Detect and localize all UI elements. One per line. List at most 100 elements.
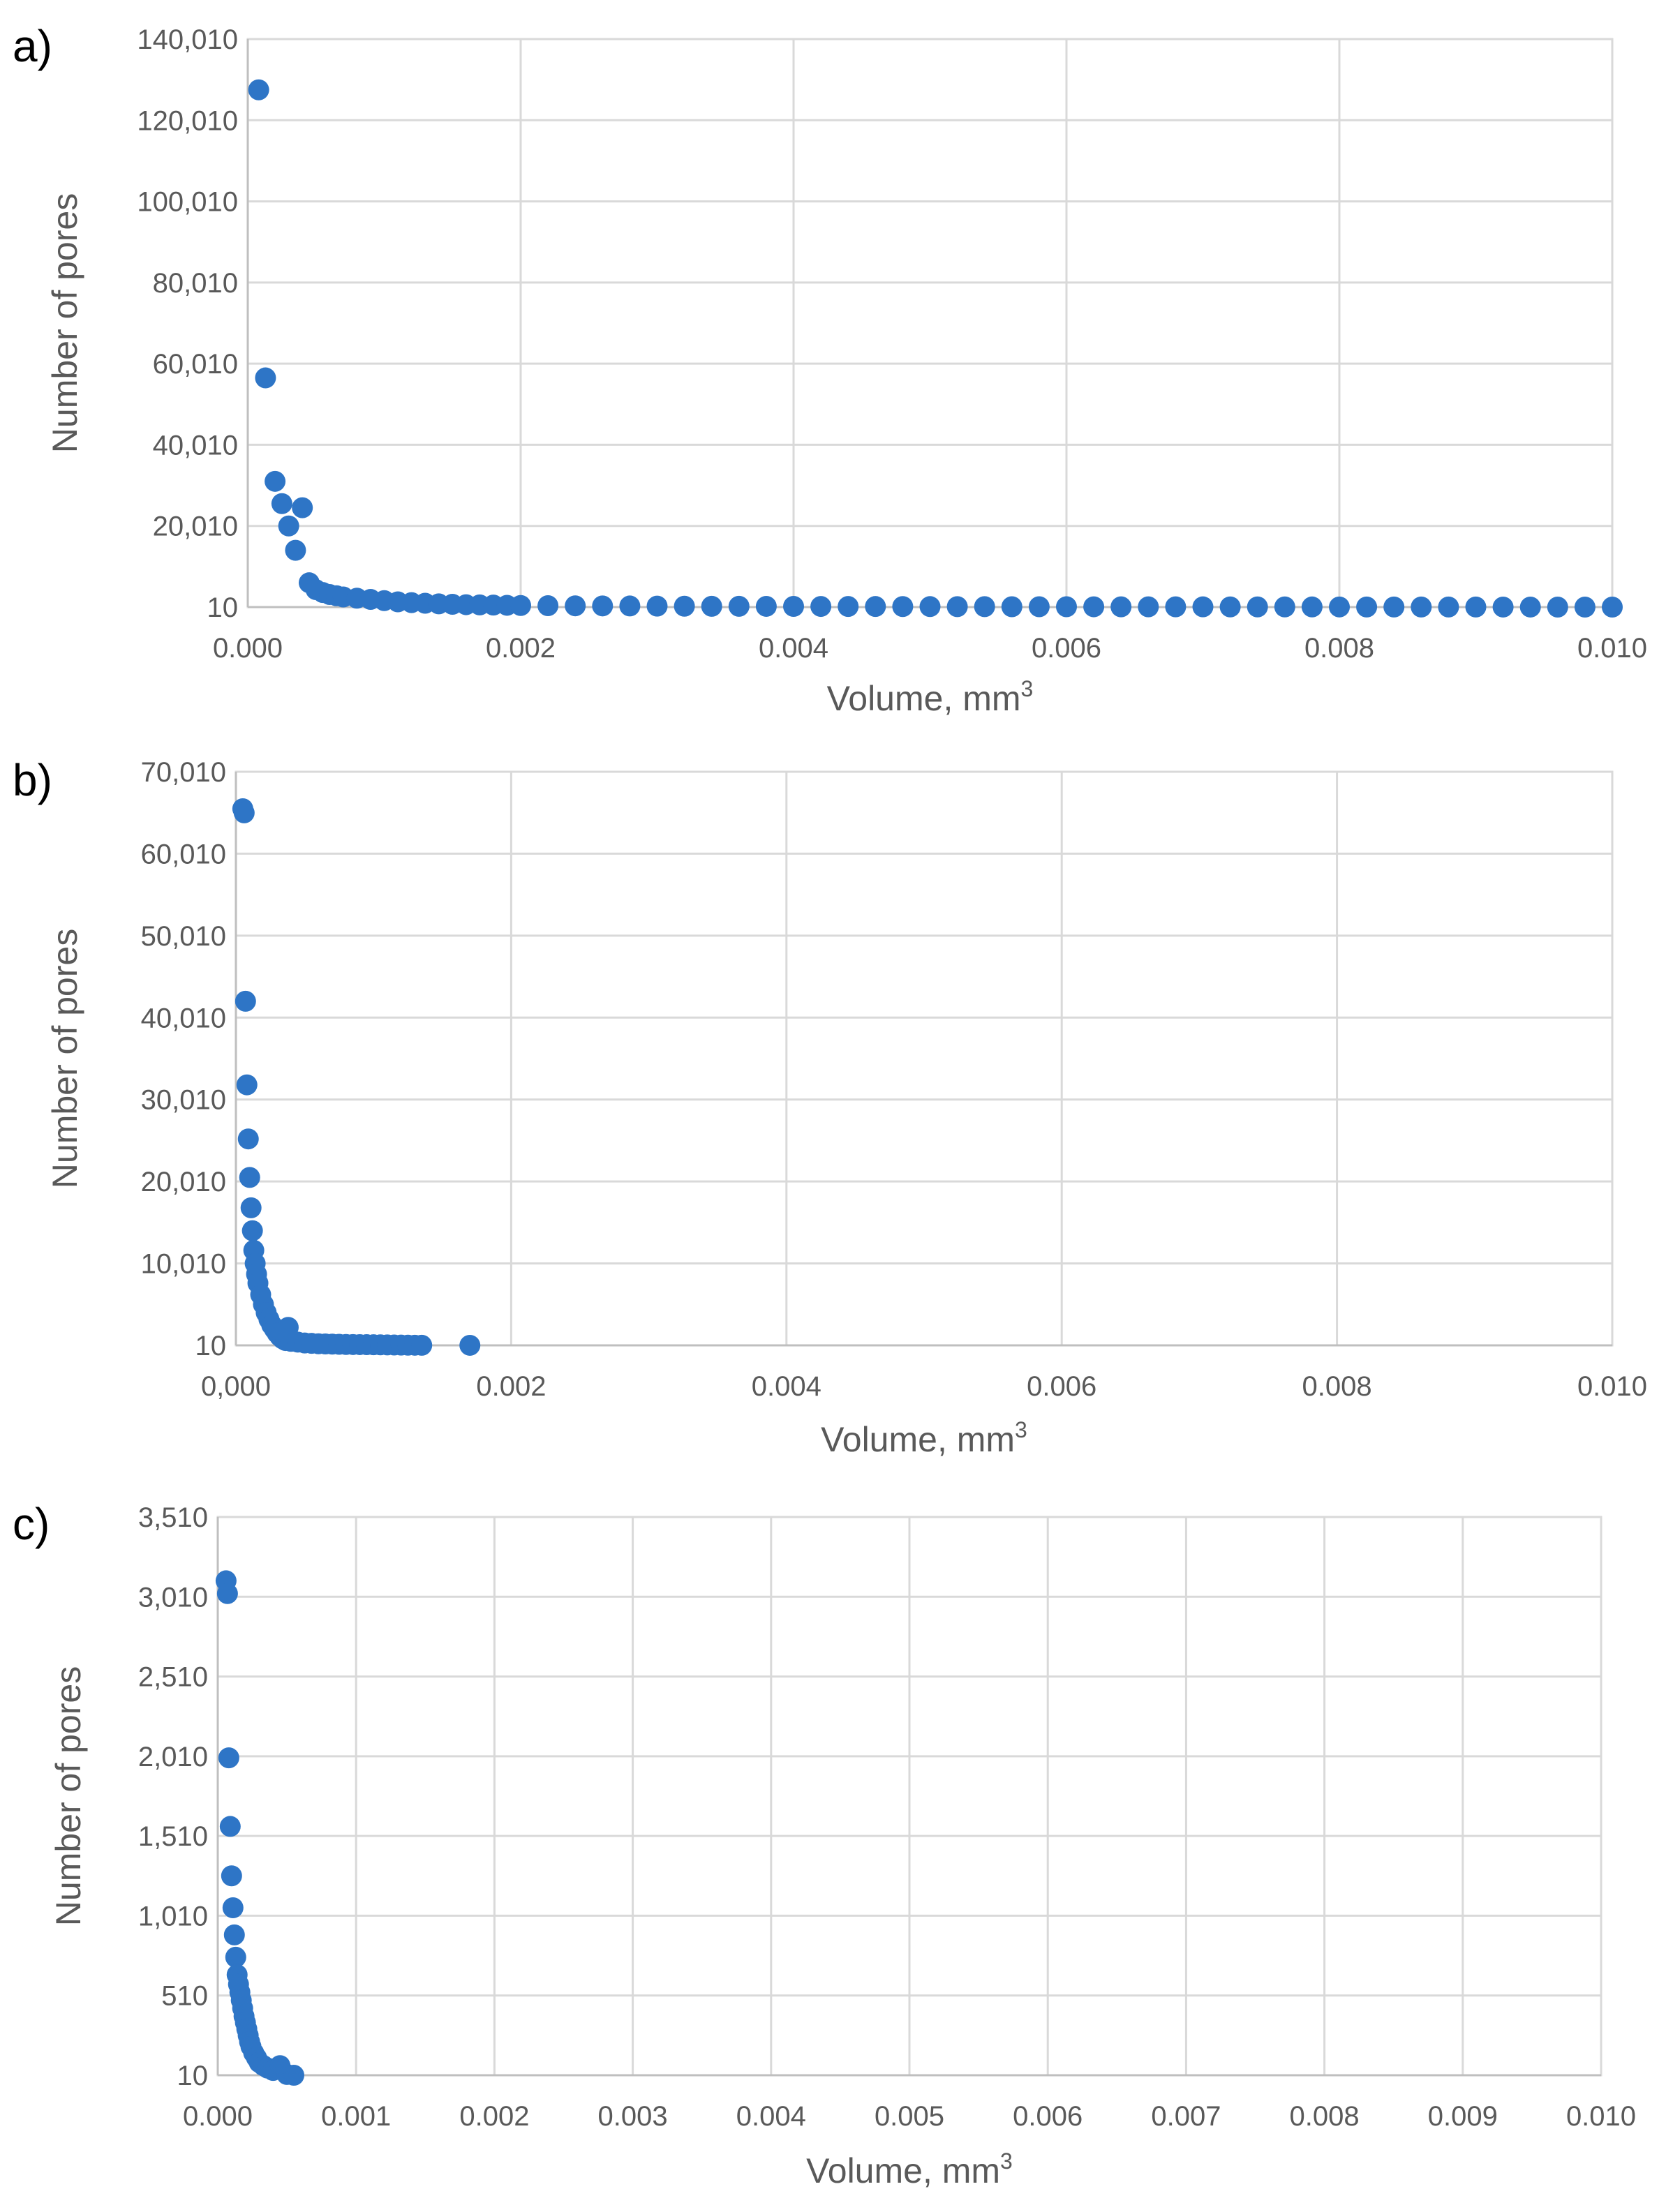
data-point [219,1816,241,1837]
y-tick-label: 2,510 [138,1662,208,1693]
y-tick-label: 100,010 [137,187,238,218]
panel-label: a) [13,21,52,71]
data-point [241,1220,263,1241]
data-point [783,596,804,618]
data-point [223,1924,245,1945]
data-point [919,596,941,618]
x-tick-label: 0.008 [1304,633,1374,664]
data-point [1301,596,1323,618]
data-point [1465,596,1487,618]
x-tick-label: 0.006 [1032,633,1101,664]
data-point [1383,596,1405,618]
data-point [222,1897,244,1918]
x-tick-label: 0.003 [598,2101,668,2132]
x-tick-label: 0.002 [459,2101,529,2132]
data-point [1028,596,1050,618]
data-point [838,596,859,618]
x-tick-label: 0.002 [486,633,556,664]
data-point [646,595,668,617]
x-axis-title-superscript: 3 [1015,1417,1027,1442]
data-point [946,596,968,618]
data-point [674,595,695,617]
data-point [235,990,256,1012]
y-tick-label: 50,010 [141,921,226,952]
y-tick-label: 10 [207,592,239,623]
data-point [1274,596,1295,618]
x-tick-label: 0.001 [321,2101,391,2132]
y-axis-title: Number of pores [45,929,84,1188]
data-point [233,802,255,823]
x-tick-label: 0.000 [213,633,283,664]
data-point [728,595,750,617]
plot-area [246,38,1614,608]
data-point [411,1334,433,1356]
series-1 [215,1570,305,2086]
y-tick-label: 60,010 [153,349,238,380]
y-tick-label: 1,010 [138,1901,208,1931]
x-tick-label: 0.010 [1577,1371,1647,1402]
data-point [216,1583,238,1604]
data-point [974,596,995,618]
x-axis-title: Volume, mm3 [806,2149,1013,2190]
x-tick-label: 0.005 [875,2101,944,2132]
chart-panel-3: 10 510 1,010 1,510 2,010 2,510 3,010 3,510 0.000… [13,1499,1636,2190]
y-tick-label: 10 [195,1331,227,1361]
x-tick-label: 0.008 [1302,1371,1372,1402]
panel-label: c) [13,1499,50,1549]
data-point [1492,596,1514,618]
x-tick-label: 0.000 [183,2101,253,2132]
y-tick-label: 20,010 [153,511,238,542]
y-tick-label: 10 [177,2061,209,2091]
data-point [292,497,313,518]
data-point [239,1167,260,1188]
data-point [221,1865,242,1887]
y-tick-label: 20,010 [141,1167,226,1197]
data-point [265,470,286,492]
y-tick-label: 140,010 [137,24,238,55]
data-point [1547,596,1568,618]
x-axis-title-superscript: 3 [1000,2149,1013,2174]
y-tick-label: 30,010 [141,1085,226,1116]
data-point [619,595,641,617]
series-1 [232,798,481,1356]
y-tick-label: 2,010 [138,1742,208,1772]
data-point [810,596,832,618]
y-tick-label: 3,510 [138,1502,208,1533]
data-point [1165,596,1187,618]
y-tick-label: 40,010 [141,1003,226,1033]
data-point [1219,596,1241,618]
data-point [240,1197,262,1218]
x-tick-label: 0.007 [1151,2101,1221,2132]
x-tick-label: 0.004 [752,1371,821,1402]
series-1 [248,79,1623,618]
y-tick-label: 80,010 [153,268,238,299]
data-point [1411,596,1432,618]
data-point [592,595,613,617]
data-point [278,515,299,537]
x-axis-title-text: Volume, mm [806,2151,1000,2190]
data-point [1602,597,1623,618]
data-point [510,595,531,616]
y-tick-label: 40,010 [153,430,238,461]
x-axis-title-superscript: 3 [1021,676,1034,701]
y-tick-label: 60,010 [141,839,226,869]
data-point [283,2065,305,2086]
x-tick-label: 0.004 [759,633,828,664]
x-tick-label: 0.009 [1428,2101,1498,2132]
data-point [565,595,586,617]
x-axis-title-text: Volume, mm [821,1420,1015,1459]
data-point [1083,596,1105,618]
data-point [755,595,777,617]
x-tick-label: 0.010 [1566,2101,1636,2132]
x-axis-title: Volume, mm3 [821,1417,1027,1459]
data-point [1192,596,1214,618]
y-axis-title: Number of pores [49,1666,88,1926]
y-tick-label: 510 [161,1981,208,2012]
data-point [285,539,306,561]
y-tick-label: 120,010 [137,105,238,136]
x-tick-label: 0.004 [736,2101,806,2132]
x-tick-label: 0.010 [1577,633,1647,664]
chart-panel-2: 10 10,010 20,010 30,010 40,010 50,010 60,010 70… [13,755,1647,1459]
data-point [1438,596,1459,618]
